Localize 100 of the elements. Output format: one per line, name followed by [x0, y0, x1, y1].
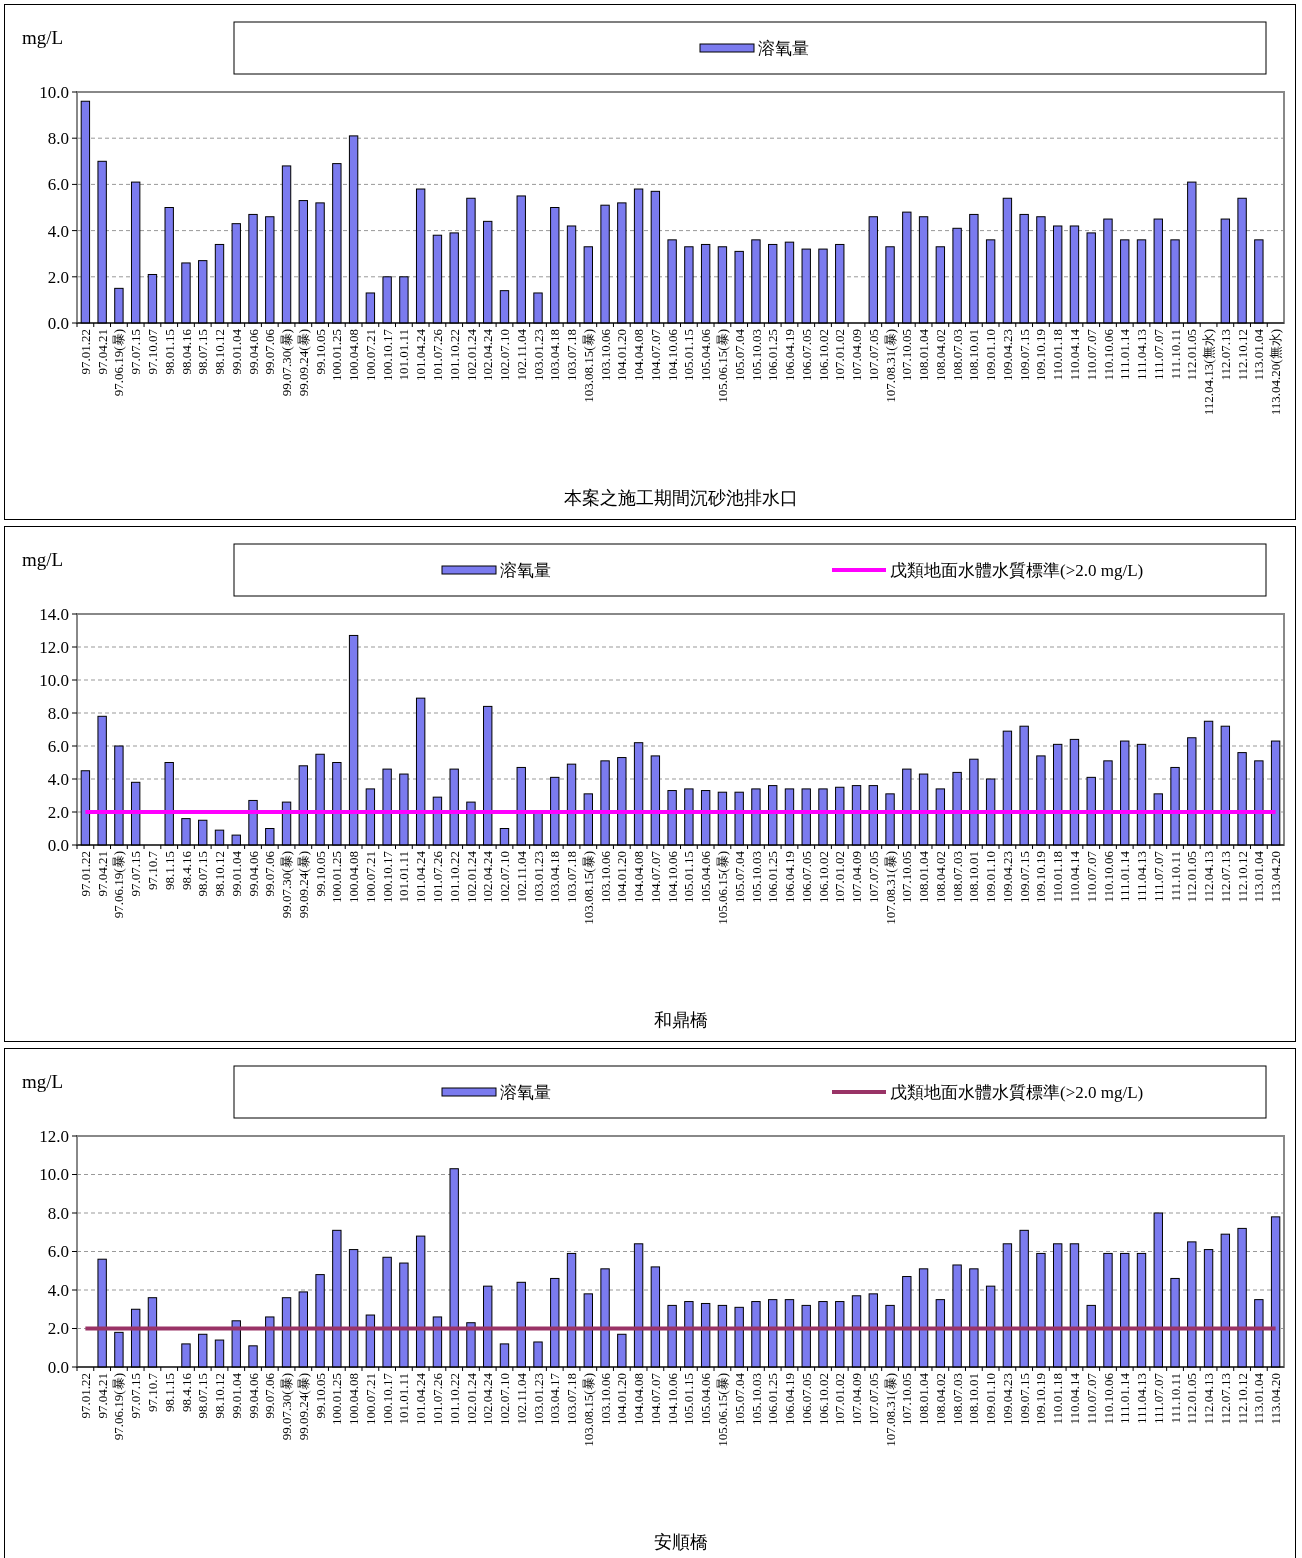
x-tick-label: 99.01.04 [228, 1372, 244, 1419]
y-axis-title: mg/L [22, 27, 64, 48]
x-tick-label: 99.07.30(暴) [279, 329, 295, 397]
x-tick-label: 105.06.15(暴) [714, 851, 730, 925]
x-tick-label: 112.04.13 [1201, 851, 1217, 903]
y-tick-label: 10.0 [39, 82, 69, 102]
x-tick-label: 109.01.10 [983, 1373, 999, 1425]
x-tick-label: 105.06.15(暴) [714, 329, 730, 403]
x-tick-label: 100.04.08 [346, 329, 362, 381]
x-tick-label: 107.04.09 [849, 1373, 865, 1425]
y-tick-label: 10.0 [39, 670, 69, 690]
legend-label: 溶氧量 [758, 38, 809, 58]
x-tick-label: 102.04.24 [480, 328, 496, 381]
x-tick-label: 109.04.23 [999, 851, 1015, 903]
x-tick-label: 106.10.02 [815, 1373, 831, 1425]
x-tick-label: 111.01.14 [1117, 850, 1133, 903]
x-tick-label: 103.01.23 [530, 1373, 546, 1425]
x-tick-label: 99.01.04 [228, 850, 244, 897]
x-tick-label: 100.07.21 [362, 329, 378, 381]
x-tick-label: 102.01.24 [463, 328, 479, 381]
x-tick-label: 107.07.05 [865, 1373, 881, 1425]
x-tick-label: 112.04.13(無水) [1201, 329, 1217, 416]
x-tick-label: 110.07.07 [1083, 850, 1099, 903]
x-tick-label: 97.01.22 [77, 329, 93, 375]
legend-label: 戊類地面水體水質標準(>2.0 mg/L) [890, 560, 1144, 580]
x-tick-label: 109.07.15 [1016, 851, 1032, 903]
x-tick-label: 103.08.15(暴) [580, 851, 596, 925]
x-tick-label: 112.10.12 [1234, 851, 1250, 903]
x-tick-label: 106.07.05 [798, 851, 814, 903]
x-tick-label: 107.01.02 [832, 851, 848, 903]
y-tick-label: 8.0 [47, 129, 69, 149]
x-tick-label: 106.10.02 [815, 329, 831, 381]
x-tick-label: 97.10.7 [144, 850, 160, 890]
x-tick-label: 110.04.14 [1067, 328, 1082, 381]
x-tick-label: 105.07.04 [731, 328, 747, 381]
x-tick-label: 104.07.07 [647, 850, 663, 903]
x-tick-label: 108.04.02 [932, 329, 948, 381]
x-tick-label: 103.10.06 [597, 1372, 613, 1425]
x-tick-label: 108.01.04 [916, 850, 932, 903]
x-tick-label: 102.04.24 [480, 850, 496, 903]
x-tick-label: 106.07.05 [798, 329, 814, 381]
x-tick-label: 105.10.03 [748, 851, 764, 903]
x-tick-label: 99.10.05 [312, 329, 328, 375]
x-tick-label: 110.04.14 [1067, 1372, 1082, 1425]
x-tick-label: 102.07.10 [497, 329, 513, 381]
x-tick-label: 102.11.04 [513, 1372, 529, 1425]
x-tick-label: 106.01.25 [765, 329, 781, 381]
x-tick-label: 111.07.07 [1150, 1372, 1166, 1425]
x-tick-label: 105.10.03 [748, 1373, 764, 1425]
x-tick-label: 107.07.05 [865, 329, 881, 381]
y-tick-label: 14.0 [39, 604, 69, 624]
x-tick-label: 97.04.21 [94, 1373, 110, 1419]
y-tick-label: 2.0 [47, 1319, 69, 1339]
x-tick-label: 109.04.23 [999, 1373, 1015, 1425]
x-tick-label: 97.06.19(暴) [111, 851, 127, 919]
x-tick-label: 99.07.06 [262, 1372, 278, 1419]
x-tick-label: 112.10.12 [1234, 1373, 1250, 1425]
x-tick-label: 105.04.06 [698, 328, 714, 381]
x-tick-label: 102.01.24 [463, 850, 479, 903]
x-tick-label: 107.04.09 [849, 329, 865, 381]
x-tick-label: 106.01.25 [765, 1373, 781, 1425]
x-tick-label: 98.1.15 [161, 851, 177, 890]
x-tick-label: 102.11.04 [513, 328, 529, 381]
y-tick-label: 12.0 [39, 1126, 69, 1146]
x-tick-label: 99.09.24(暴) [295, 1373, 311, 1441]
x-tick-label: 110.01.18 [1050, 329, 1066, 381]
x-tick-label: 99.07.06 [262, 328, 278, 375]
x-tick-label: 112.01.05 [1184, 329, 1200, 381]
x-tick-label: 97.07.15 [128, 851, 144, 897]
y-axis-title: mg/L [22, 549, 64, 570]
x-tick-label: 101.10.22 [446, 851, 462, 903]
x-tick-label: 108.10.01 [966, 329, 982, 381]
y-tick-label: 0.0 [47, 313, 69, 333]
x-tick-label: 105.04.06 [698, 850, 714, 903]
x-tick-label: 98.10.12 [212, 1373, 228, 1419]
x-tick-label: 101.07.26 [429, 328, 445, 381]
legend-label: 溶氧量 [500, 560, 551, 580]
x-tick-label: 100.01.25 [329, 329, 345, 381]
x-tick-label: 104.04.08 [631, 1373, 647, 1425]
x-tick-label: 98.10.12 [212, 329, 228, 375]
x-tick-label: 112.07.13 [1217, 851, 1233, 903]
y-tick-label: 4.0 [47, 769, 69, 789]
x-tick-label: 98.07.15 [195, 1373, 211, 1419]
x-tick-label: 103.08.15(暴) [580, 329, 596, 403]
x-tick-label: 97.07.15 [128, 329, 144, 375]
x-tick-label: 103.04.18 [547, 851, 563, 903]
x-tick-label: 109.10.19 [1033, 851, 1049, 903]
x-tick-label: 106.04.19 [782, 851, 798, 903]
x-tick-label: 111.10.11 [1167, 851, 1183, 902]
x-tick-label: 110.10.06 [1100, 850, 1116, 903]
x-tick-label: 103.04.17 [547, 1372, 563, 1425]
x-tick-label: 103.07.18 [564, 1373, 580, 1425]
x-tick-label: 108.10.01 [966, 851, 982, 903]
x-tick-label: 106.07.05 [798, 1373, 814, 1425]
x-tick-label: 112.01.05 [1184, 1373, 1200, 1425]
x-tick-label: 98.01.15 [161, 329, 177, 375]
x-tick-label: 101.01.11 [396, 329, 412, 381]
x-tick-label: 104.01.20 [614, 851, 630, 903]
x-tick-label: 109.01.10 [983, 851, 999, 903]
x-tick-label: 111.07.07 [1150, 850, 1166, 903]
